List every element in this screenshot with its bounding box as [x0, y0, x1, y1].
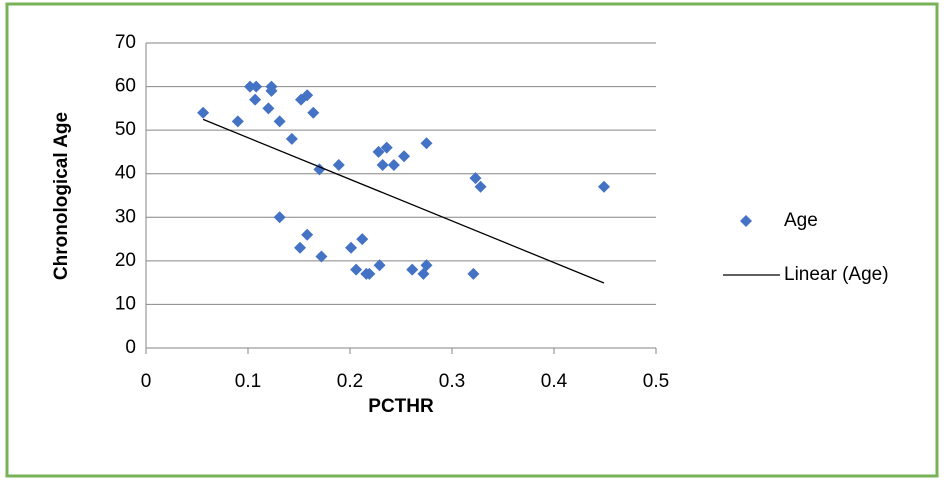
point	[301, 228, 314, 241]
point	[376, 159, 389, 171]
point	[350, 263, 363, 276]
point	[332, 159, 345, 171]
y-tick-label: 70	[115, 32, 136, 53]
point	[345, 241, 358, 254]
legend-label: Linear (Age)	[784, 264, 889, 285]
point	[262, 102, 275, 115]
point	[307, 106, 320, 119]
point	[294, 241, 307, 254]
point	[244, 80, 257, 93]
point	[273, 115, 286, 128]
point	[273, 211, 286, 224]
x-tick-label: 0.4	[541, 371, 568, 392]
point	[373, 259, 386, 272]
y-tick-label: 10	[115, 293, 136, 314]
point	[469, 172, 482, 185]
trendline	[202, 118, 605, 284]
y-tick-label: 20	[115, 250, 136, 271]
point	[380, 141, 393, 154]
point	[398, 150, 411, 163]
chart-frame	[5, 2, 939, 478]
point	[372, 145, 385, 158]
x-tick-label: 0.1	[235, 371, 261, 392]
point	[197, 106, 210, 119]
x-tick-label: 0.5	[643, 371, 669, 392]
y-tick-label: 40	[115, 163, 136, 184]
point	[285, 132, 298, 145]
point	[301, 89, 314, 102]
point	[420, 259, 433, 272]
point	[387, 159, 400, 171]
x-tick-label: 0.3	[439, 371, 465, 392]
point	[474, 180, 487, 193]
point	[231, 115, 244, 128]
x-tick-label: 0	[141, 371, 152, 392]
x-axis-title: PCTHR	[368, 396, 434, 417]
point	[250, 80, 263, 93]
point	[363, 267, 376, 280]
legend-marker	[740, 215, 752, 227]
point	[249, 93, 262, 106]
y-tick-label: 0	[125, 337, 136, 358]
y-tick-label: 60	[115, 76, 136, 97]
point	[315, 250, 328, 263]
x-tick-label: 0.2	[337, 371, 363, 392]
y-axis-title: Chronological Age	[51, 112, 72, 280]
point	[356, 233, 369, 246]
y-tick-label: 50	[115, 119, 136, 140]
legend-label: Age	[784, 210, 818, 231]
point	[313, 163, 326, 176]
point	[467, 267, 480, 280]
point	[597, 180, 610, 193]
point	[420, 137, 433, 150]
point	[406, 263, 419, 276]
point	[265, 84, 278, 97]
y-tick-label: 30	[115, 206, 136, 227]
